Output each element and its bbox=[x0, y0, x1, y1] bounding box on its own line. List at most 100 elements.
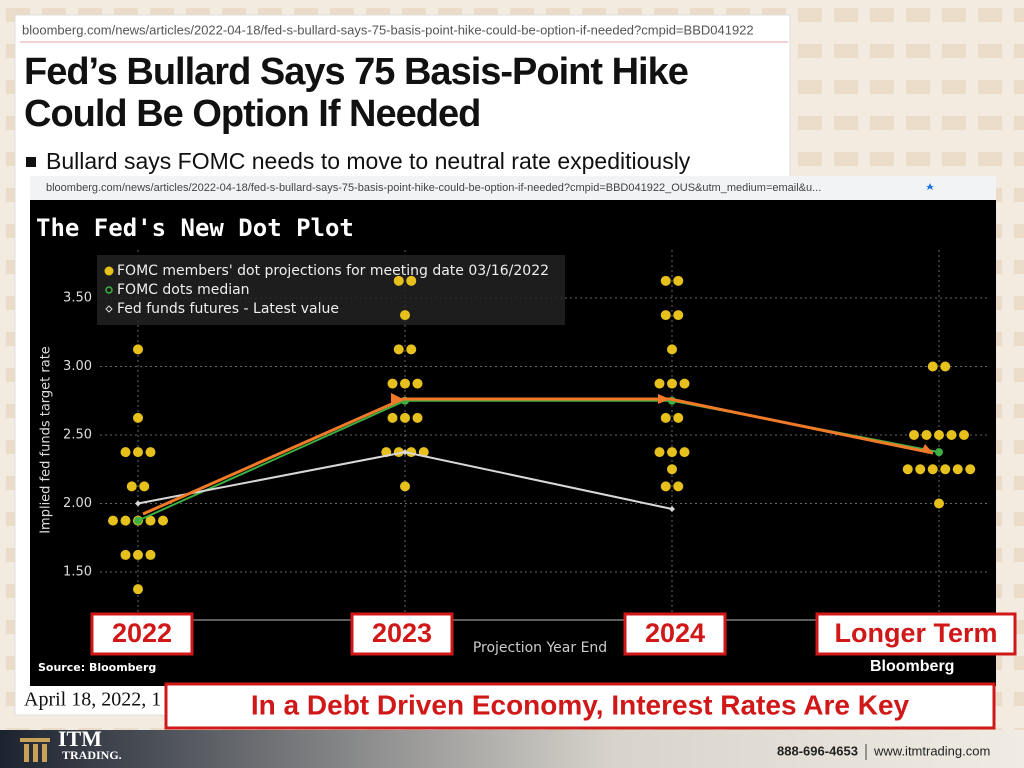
banner-box bbox=[164, 682, 996, 730]
dot bbox=[679, 378, 690, 389]
dot bbox=[393, 344, 404, 355]
y-axis-label: Implied fed funds target rate bbox=[39, 346, 54, 534]
legend-label: FOMC members' dot projections for meetin… bbox=[117, 263, 549, 279]
dot bbox=[387, 412, 398, 423]
dot bbox=[660, 412, 671, 423]
dot bbox=[934, 498, 944, 509]
dot bbox=[673, 310, 684, 321]
x-tick-label: 2024 bbox=[645, 618, 705, 648]
dot bbox=[654, 378, 665, 389]
footer bbox=[0, 730, 1024, 768]
brand: Bloomberg bbox=[870, 658, 954, 675]
dot bbox=[120, 447, 131, 458]
dot bbox=[673, 275, 684, 286]
star-icon bbox=[926, 183, 934, 190]
dot bbox=[673, 412, 684, 423]
dot bbox=[915, 464, 926, 475]
dot bbox=[126, 481, 137, 492]
dot bbox=[660, 310, 671, 321]
dot bbox=[654, 447, 665, 458]
category-box bbox=[623, 612, 727, 656]
logo-icon bbox=[20, 738, 50, 762]
y-tick-label: 2.00 bbox=[63, 496, 92, 511]
dot bbox=[145, 515, 156, 526]
dot bbox=[412, 412, 423, 423]
url-bar bbox=[30, 176, 996, 200]
dot bbox=[946, 430, 957, 440]
dot bbox=[934, 430, 944, 440]
dot bbox=[667, 344, 677, 355]
phone: 888-696-4653 bbox=[777, 743, 858, 758]
category-box bbox=[815, 612, 1017, 656]
dot bbox=[400, 481, 410, 492]
legend-label: FOMC dots median bbox=[117, 282, 250, 298]
category-box bbox=[90, 612, 194, 656]
dot bbox=[108, 515, 118, 526]
dot bbox=[158, 515, 168, 526]
legend-box bbox=[97, 255, 565, 325]
dot bbox=[133, 412, 143, 423]
legend-marker bbox=[105, 286, 113, 294]
category-box bbox=[350, 612, 454, 656]
dot bbox=[660, 275, 671, 286]
logo: ITM bbox=[58, 726, 102, 751]
median-marker bbox=[134, 516, 142, 525]
dot bbox=[679, 447, 690, 458]
dot bbox=[667, 447, 677, 458]
futures-marker bbox=[402, 449, 408, 456]
dot bbox=[400, 378, 410, 389]
source: Source: Bloomberg bbox=[38, 661, 156, 674]
dot bbox=[927, 361, 938, 372]
futures-marker bbox=[135, 500, 141, 507]
legend-marker bbox=[105, 305, 113, 313]
dot bbox=[952, 464, 963, 475]
dot bbox=[965, 464, 976, 475]
article-url: bloomberg.com/news/articles/2022-04-18/f… bbox=[22, 22, 754, 37]
x-axis-label: Projection Year End bbox=[473, 640, 607, 656]
x-tick-label: 2022 bbox=[112, 618, 172, 648]
legend-marker bbox=[104, 266, 114, 276]
dot bbox=[145, 447, 156, 458]
dot bbox=[133, 344, 143, 355]
banner: In a Debt Driven Economy, Interest Rates… bbox=[251, 689, 910, 720]
legend-label: Fed funds futures - Latest value bbox=[117, 301, 339, 317]
dot bbox=[139, 481, 150, 492]
dot bbox=[660, 481, 671, 492]
bullet-icon bbox=[26, 157, 36, 167]
y-tick-label: 3.00 bbox=[63, 359, 92, 374]
x-tick-label: Longer Term bbox=[834, 618, 997, 648]
screenshot-url: bloomberg.com/news/articles/2022-04-18/f… bbox=[46, 182, 821, 194]
dot bbox=[120, 549, 131, 560]
dot bbox=[133, 549, 143, 560]
dot bbox=[927, 464, 938, 475]
dot bbox=[909, 430, 919, 440]
futures-marker bbox=[669, 506, 675, 512]
dot bbox=[393, 275, 404, 286]
dot bbox=[120, 515, 131, 526]
y-tick-label: 3.50 bbox=[63, 290, 92, 305]
annotation-arrow bbox=[142, 397, 934, 516]
dot bbox=[145, 549, 156, 560]
headline: Could Be Option If Needed bbox=[24, 93, 480, 135]
dot bbox=[133, 584, 143, 595]
site: www.itmtrading.com bbox=[873, 743, 990, 758]
headline: Fed’s Bullard Says 75 Basis-Point Hike bbox=[24, 51, 688, 93]
x-tick-label: 2023 bbox=[372, 618, 432, 648]
dot bbox=[412, 378, 423, 389]
dot bbox=[667, 378, 677, 389]
dot bbox=[921, 430, 932, 440]
article-date: April 18, 2022, 1 bbox=[24, 689, 161, 711]
dot bbox=[959, 430, 969, 440]
dot bbox=[940, 464, 951, 475]
dot bbox=[667, 464, 677, 475]
bullet: Bullard says FOMC needs to move to neutr… bbox=[46, 148, 691, 174]
median-marker bbox=[935, 448, 943, 457]
dot bbox=[387, 378, 398, 389]
dot bbox=[940, 361, 951, 372]
dot bbox=[673, 481, 684, 492]
dot bbox=[406, 344, 417, 355]
dot bbox=[133, 447, 143, 458]
y-tick-label: 2.50 bbox=[63, 428, 92, 443]
logo-sub: TRADING. bbox=[62, 748, 122, 762]
